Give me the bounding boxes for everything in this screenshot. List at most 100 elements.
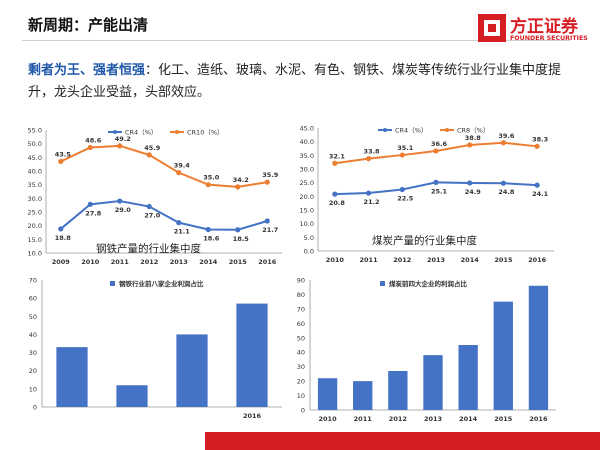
coal-xtick-label: 2016: [528, 256, 547, 264]
steel-ytick-label: 35.0: [28, 181, 42, 189]
coalbar-legend-swatch: [380, 281, 385, 286]
coal-ytick-label: 35.0: [300, 152, 314, 160]
steelbar-bar: [56, 347, 88, 407]
coal-ytick-label: 20.0: [300, 193, 314, 201]
coal-data-point: [500, 180, 507, 186]
steel-legend-marker: [175, 130, 179, 134]
steelbar-ytick-label: 60: [29, 295, 37, 303]
steel-ytick-label: 30.0: [28, 195, 42, 203]
steel-data-label: 34.2: [233, 176, 249, 184]
brand-logo: 方正证券 FOUNDER SECURITIES: [478, 8, 596, 50]
steel-concentration-chart: 10.0 15.0 20.0 25.0 30.0 35.0 40.0 45.0 50.0 55.0…: [28, 127, 282, 266]
coalbar-xtick-label: 2010: [319, 415, 338, 423]
steelbar-ytick-label: 10: [29, 385, 37, 393]
coalbar-ytick-label: 50: [297, 334, 305, 342]
coal-ytick-label: 5.0: [304, 234, 314, 242]
coal-xtick-label: 2011: [360, 256, 379, 264]
steelbar-ytick-label: 40: [29, 331, 37, 339]
steel-data-label: 43.5: [55, 150, 72, 158]
steel-ytick-label: 20.0: [28, 222, 42, 230]
coal-data-label: 32.1: [329, 152, 346, 160]
coal-xtick-label: 2014: [461, 256, 480, 264]
steel-xtick-label: 2010: [81, 258, 100, 266]
title-divider: [22, 40, 570, 41]
coalbar-xtick-label: 2014: [459, 415, 478, 423]
coal-data-point: [399, 152, 405, 158]
coalbar-ytick-label: 20: [297, 378, 305, 386]
page-title: 新周期：产能出清: [28, 16, 149, 34]
steel-data-label: 29.0: [115, 206, 132, 214]
coal-data-point: [534, 143, 540, 149]
paragraph-text: ：化工、造纸、玻璃、水泥、有色、钢铁、煤炭等传统行业行业集中度提升，龙头企业受益…: [28, 63, 562, 100]
coalbar-bar: [317, 378, 338, 410]
summary-paragraph: 剩者为王、强者恒强：化工、造纸、玻璃、水泥、有色、钢铁、煤炭等传统行业行业集中度…: [28, 60, 573, 104]
steel-ytick-label: 55.0: [28, 127, 42, 135]
steel-data-label: 45.9: [144, 144, 161, 152]
coalbar-bar: [493, 301, 513, 410]
steel-ytick-label: 15.0: [28, 236, 42, 244]
steel-data-label: 27.0: [144, 212, 161, 220]
coal-data-point: [500, 140, 507, 146]
coal-data-point: [467, 142, 473, 148]
coal-data-point: [399, 186, 405, 193]
coal-xtick-label: 2015: [494, 256, 513, 264]
coalbar-ytick-label: 60: [297, 320, 305, 328]
coal-data-label: 21.2: [364, 198, 380, 206]
steel-series-line-2: [60, 144, 268, 188]
coal-data-label: 24.9: [465, 188, 482, 196]
coal-data-point: [365, 156, 372, 162]
steel-data-point: [58, 158, 64, 165]
steelbar-xtick-label: 2016: [243, 412, 262, 420]
coal-ytick-label: 15.0: [300, 207, 314, 215]
coal-data-label: 20.8: [329, 199, 346, 207]
coal-data-point: [433, 179, 439, 185]
steelbar-ytick-label: 50: [29, 313, 37, 321]
coalbar-xtick-label: 2016: [529, 415, 548, 423]
coal-ytick-label: 10.0: [300, 220, 314, 228]
coal-xtick-label: 2012: [393, 256, 411, 264]
steel-data-point: [205, 226, 211, 233]
steel-ytick-label: 10.0: [28, 250, 42, 258]
logo-mark-core: [488, 24, 496, 32]
coalbar-ytick-label: 40: [297, 349, 305, 357]
steel-data-point: [146, 152, 152, 158]
steel-data-label: 48.6: [85, 136, 102, 144]
coalbar-ytick-label: 70: [297, 305, 305, 313]
logo-name-cn: 方正证券: [510, 17, 578, 37]
coal-data-point: [365, 190, 372, 196]
steelbar-bar: [176, 334, 208, 407]
steel-data-point: [235, 227, 241, 233]
coal-ytick-label: 0.0: [304, 248, 314, 256]
coal-data-label: 38.8: [465, 134, 482, 142]
coalbar-ytick-label: 0: [301, 407, 305, 415]
coal-data-point: [467, 180, 473, 186]
steel-data-label: 49.2: [115, 135, 131, 143]
coal-concentration-chart: 0.0 5.0 10.0 15.0 20.0 25.0 30.0 35.0 40.0 45.0 20…: [300, 125, 554, 264]
steel-data-label: 21.1: [174, 228, 191, 236]
steel-data-point: [117, 198, 123, 204]
coalbar-xtick-label: 2012: [389, 415, 407, 423]
coalbar-ytick-label: 80: [297, 291, 305, 299]
coal-data-point: [332, 160, 338, 166]
steel-data-label: 35.9: [262, 171, 279, 179]
steel-ytick-label: 40.0: [28, 168, 42, 176]
steel-xtick-label: 2009: [52, 258, 71, 266]
coal-xtick-label: 2010: [326, 256, 345, 264]
coal-data-label: 36.6: [431, 140, 448, 148]
steel-data-point: [87, 144, 93, 151]
coal-data-label: 24.8: [498, 188, 515, 196]
coal-profit-share-chart: 0 10 20 30 40 50 60 70 80 90 煤炭前四大企业的利润占比 2010 2011 2…: [297, 277, 556, 423]
steel-data-label: 39.4: [174, 162, 191, 170]
steel-legend-label: CR10（%）: [187, 129, 224, 137]
coalbar-xtick-label: 2015: [494, 415, 513, 423]
coal-data-point: [332, 191, 338, 197]
steel-data-point: [176, 170, 182, 176]
steel-data-point: [264, 179, 270, 185]
coalbar-bar: [353, 381, 373, 410]
coal-legend-marker: [445, 128, 449, 132]
steelbar-bar: [116, 385, 148, 407]
coalbar-ytick-label: 30: [297, 363, 305, 371]
steelbar-ytick-label: 0: [33, 404, 37, 412]
steel-data-label: 18.8: [55, 234, 72, 242]
coalbar-ytick-label: 90: [297, 277, 305, 285]
